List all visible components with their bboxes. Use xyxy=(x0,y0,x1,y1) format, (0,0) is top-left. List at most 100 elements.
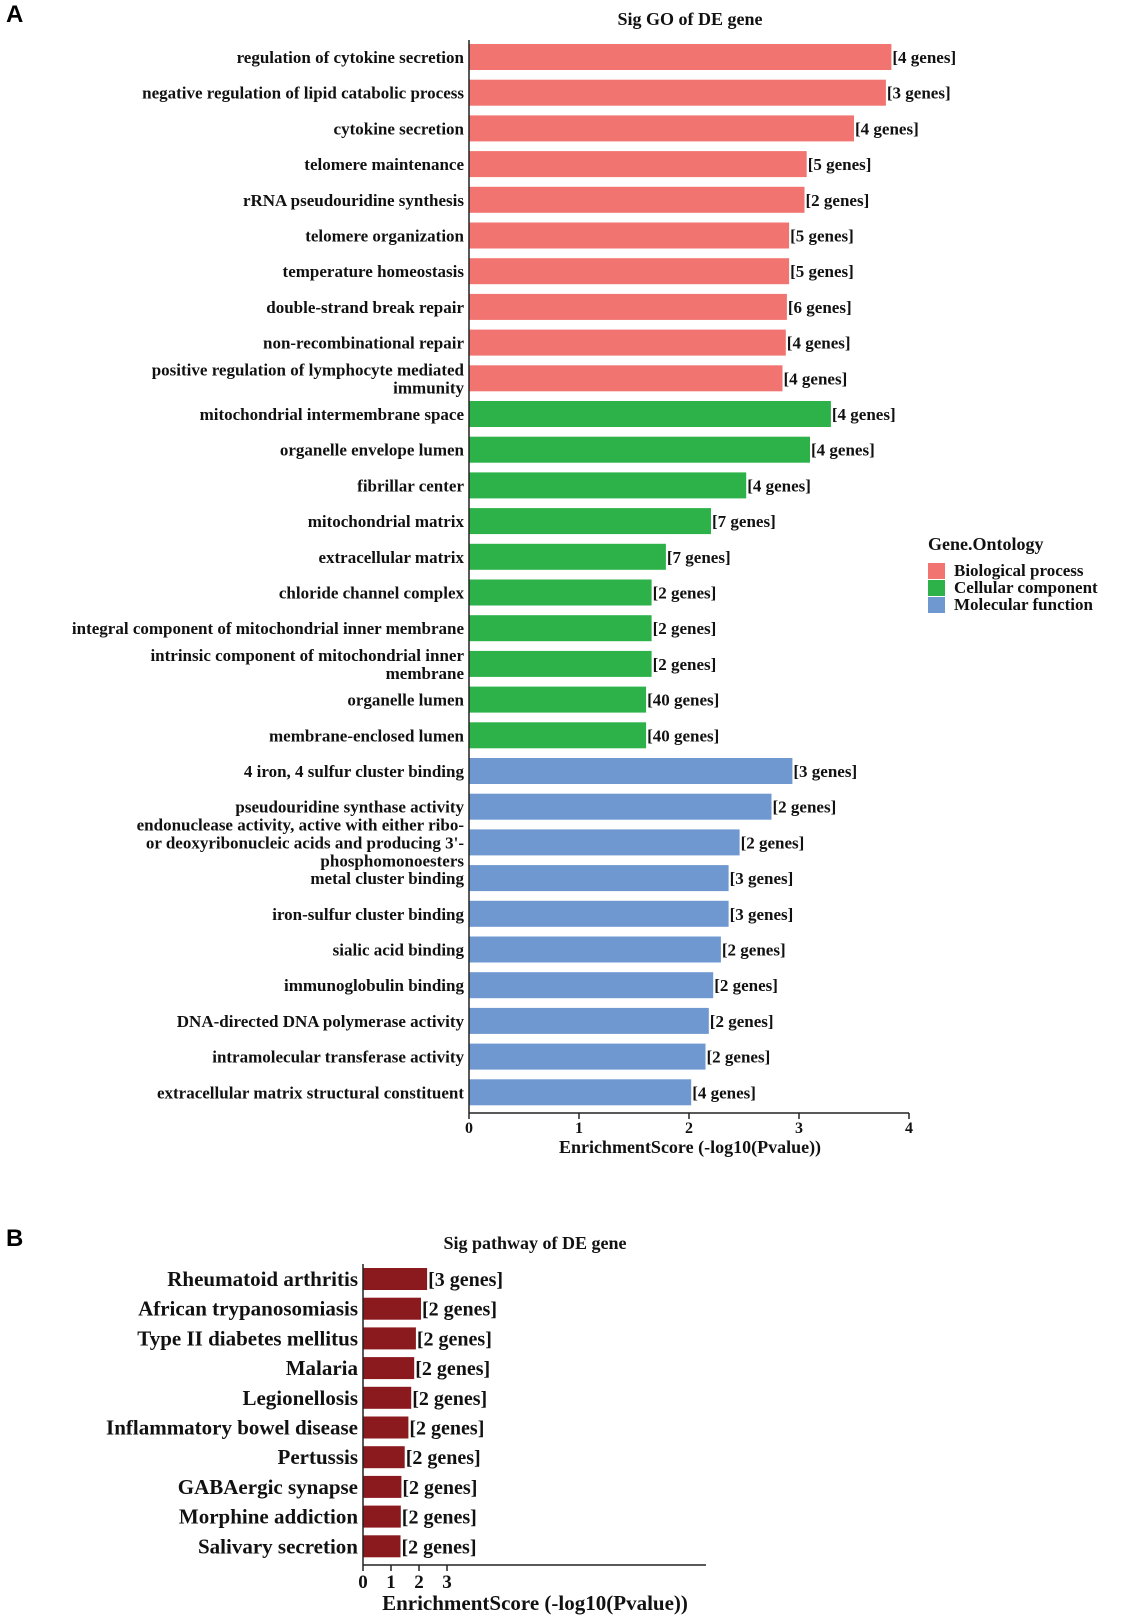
category-label: integral component of mitochondrial inne… xyxy=(72,619,465,638)
category-label: sialic acid binding xyxy=(333,941,465,960)
bar-gene-count-label: [3 genes] xyxy=(887,84,951,103)
category-label: 4 iron, 4 sulfur cluster binding xyxy=(244,762,465,781)
bar-gene-count-label: [2 genes] xyxy=(710,1012,774,1031)
legend-swatch xyxy=(928,580,945,596)
category-label: immunity xyxy=(393,378,464,397)
x-tick-label: 0 xyxy=(358,1572,368,1593)
category-label: endonuclease activity, active with eithe… xyxy=(137,815,465,834)
x-tick-label: 2 xyxy=(685,1120,693,1137)
bar xyxy=(469,401,831,427)
bar-gene-count-label: [2 genes] xyxy=(402,1507,477,1529)
bar-gene-count-label: [2 genes] xyxy=(773,798,837,817)
category-label: phosphomonoesters xyxy=(320,851,464,870)
bar-gene-count-label: [40 genes] xyxy=(647,691,719,710)
category-label: mitochondrial intermembrane space xyxy=(200,405,465,424)
bar xyxy=(469,865,729,892)
category-label: positive regulation of lymphocyte mediat… xyxy=(152,360,465,379)
bar-gene-count-label: [4 genes] xyxy=(892,48,956,67)
legend: Gene.Ontology Biological processCellular… xyxy=(928,534,1098,614)
category-label: membrane xyxy=(386,664,465,683)
bar-gene-count-label: [2 genes] xyxy=(653,655,717,674)
bar-gene-count-label: [2 genes] xyxy=(653,584,717,603)
bar-gene-count-label: [3 genes] xyxy=(730,905,794,924)
bar xyxy=(469,258,790,285)
legend-swatch xyxy=(928,563,945,579)
bar xyxy=(469,508,711,535)
category-label: Type II diabetes mellitus xyxy=(137,1326,358,1350)
bar-gene-count-label: [4 genes] xyxy=(811,441,875,460)
category-label: negative regulation of lipid catabolic p… xyxy=(142,84,464,103)
bar-gene-count-label: [2 genes] xyxy=(714,976,778,995)
x-tick-label: 3 xyxy=(795,1120,803,1137)
category-label: pseudouridine synthase activity xyxy=(235,798,464,817)
category-label: GABAergic synapse xyxy=(178,1475,358,1499)
bar xyxy=(469,722,647,749)
bar xyxy=(469,936,721,963)
bar xyxy=(469,686,647,713)
category-label: temperature homeostasis xyxy=(283,262,465,281)
legend-title: Gene.Ontology xyxy=(928,534,1044,554)
legend-label: Biological process xyxy=(954,561,1084,580)
category-label: chloride channel complex xyxy=(279,584,465,603)
category-label: Rheumatoid arthritis xyxy=(167,1267,358,1291)
category-label: immunoglobulin binding xyxy=(284,976,465,995)
x-tick-label: 0 xyxy=(465,1120,473,1137)
bar xyxy=(469,900,729,927)
bar xyxy=(469,972,714,999)
bar-gene-count-label: [2 genes] xyxy=(741,833,805,852)
bar-gene-count-label: [2 genes] xyxy=(406,1447,481,1469)
bar xyxy=(469,579,652,606)
category-label: telomere maintenance xyxy=(304,155,464,174)
bar xyxy=(469,543,666,570)
category-label: intramolecular transferase activity xyxy=(212,1048,464,1067)
bar xyxy=(469,79,886,106)
bar-gene-count-label: [5 genes] xyxy=(808,155,872,174)
bar-gene-count-label: [4 genes] xyxy=(784,369,848,388)
bar xyxy=(469,650,652,677)
bar-gene-count-label: [7 genes] xyxy=(667,548,731,567)
bar-gene-count-label: [5 genes] xyxy=(790,262,854,281)
bar xyxy=(469,1079,692,1106)
bar xyxy=(363,1386,412,1409)
bar-gene-count-label: [5 genes] xyxy=(790,227,854,246)
bar xyxy=(363,1505,401,1528)
category-label: Salivary secretion xyxy=(198,1534,358,1558)
bar-gene-count-label: [2 genes] xyxy=(417,1328,492,1350)
bar xyxy=(469,293,787,320)
bar-gene-count-label: [4 genes] xyxy=(692,1083,756,1102)
category-label: fibrillar center xyxy=(357,476,464,495)
chart-b-title: Sig pathway of DE gene xyxy=(443,1233,626,1253)
bar-gene-count-label: [2 genes] xyxy=(806,191,870,210)
bar-gene-count-label: [2 genes] xyxy=(722,941,786,960)
category-label: Morphine addiction xyxy=(179,1505,358,1529)
bar xyxy=(469,793,772,820)
category-label: metal cluster binding xyxy=(310,869,464,888)
bar-gene-count-label: [7 genes] xyxy=(712,512,776,531)
bar-gene-count-label: [3 genes] xyxy=(730,869,794,888)
bar-gene-count-label: [2 genes] xyxy=(409,1418,484,1440)
bar xyxy=(469,329,786,356)
x-tick-label: 3 xyxy=(442,1572,452,1593)
bar-gene-count-label: [6 genes] xyxy=(788,298,852,317)
category-label: regulation of cytokine secretion xyxy=(237,48,465,67)
category-label: non-recombinational repair xyxy=(263,334,464,353)
category-label: rRNA pseudouridine synthesis xyxy=(243,191,464,210)
category-label: intrinsic component of mitochondrial inn… xyxy=(150,646,464,665)
bar xyxy=(469,758,793,784)
bar xyxy=(469,472,747,499)
bar-gene-count-label: [2 genes] xyxy=(415,1358,490,1380)
bar-gene-count-label: [3 genes] xyxy=(793,762,857,781)
bar xyxy=(363,1327,416,1350)
category-label: or deoxyribonucleic acids and producing … xyxy=(146,833,464,852)
x-tick-label: 1 xyxy=(386,1572,396,1593)
category-label: organelle envelope lumen xyxy=(280,441,465,460)
bar xyxy=(469,222,790,249)
bar xyxy=(469,1043,706,1070)
bar-gene-count-label: [4 genes] xyxy=(787,334,851,353)
bar xyxy=(469,151,807,178)
legend-swatch xyxy=(928,597,945,613)
bar-gene-count-label: [4 genes] xyxy=(855,119,919,138)
category-label: mitochondrial matrix xyxy=(308,512,465,531)
bar-gene-count-label: [40 genes] xyxy=(647,726,719,745)
